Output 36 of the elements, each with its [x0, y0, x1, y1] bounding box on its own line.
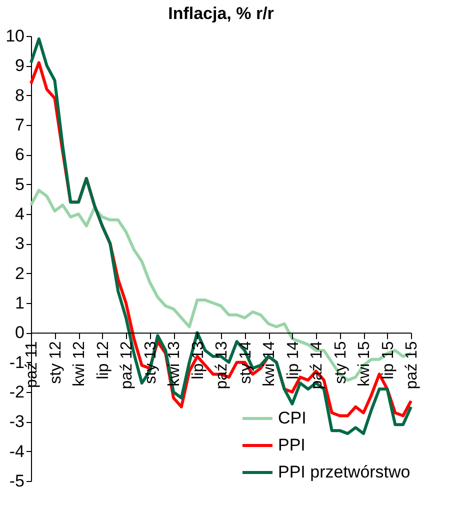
x-tick-label: lip 14 — [284, 341, 302, 380]
y-tick-label: 0 — [15, 323, 24, 342]
y-tick-label: 10 — [6, 26, 24, 46]
y-tick-label: -2 — [9, 382, 24, 402]
y-tick-label: 9 — [15, 56, 24, 76]
y-tick-label: 6 — [15, 145, 24, 164]
x-tick-label: paź 13 — [214, 341, 230, 390]
y-tick-label: -1 — [9, 352, 24, 372]
y-tick-label: 7 — [15, 116, 24, 134]
x-tick-label: sty 14 — [237, 341, 254, 384]
y-tick-label: 2 — [15, 264, 24, 283]
x-tick-label: kwi 15 — [356, 341, 373, 387]
x-tick-label: paź 14 — [308, 341, 326, 390]
x-tick-label: kwi 12 — [71, 341, 88, 387]
x-tick-label: paź 15 — [404, 341, 420, 390]
x-tick-label: sty 13 — [142, 341, 160, 384]
y-tick-label: 8 — [15, 86, 24, 105]
x-tick-label: lip 12 — [94, 341, 112, 380]
y-tick-label: 5 — [15, 174, 24, 194]
y-tick-label: -3 — [9, 412, 24, 432]
legend-label: CPI — [278, 408, 306, 428]
x-tick-label: kwi 14 — [261, 341, 278, 387]
x-tick-label: kwi 13 — [166, 341, 183, 387]
y-tick-label: 4 — [15, 204, 24, 224]
x-tick-label: lip 13 — [190, 341, 207, 380]
y-tick-label: 3 — [15, 234, 24, 254]
x-tick-label: sty 12 — [47, 341, 64, 384]
x-tick-label: lip 15 — [380, 341, 397, 380]
y-tick-label: -4 — [9, 442, 24, 461]
x-tick-label: sty 15 — [332, 341, 350, 384]
y-tick-label: 1 — [15, 294, 24, 312]
chart-title: Inflacja, % r/r — [168, 4, 274, 23]
legend-label: PPI — [278, 436, 306, 454]
x-tick-label: paź 12 — [118, 341, 136, 390]
legend-label: PPI przetwórstwo — [278, 462, 410, 482]
y-tick-label: -5 — [9, 472, 24, 490]
